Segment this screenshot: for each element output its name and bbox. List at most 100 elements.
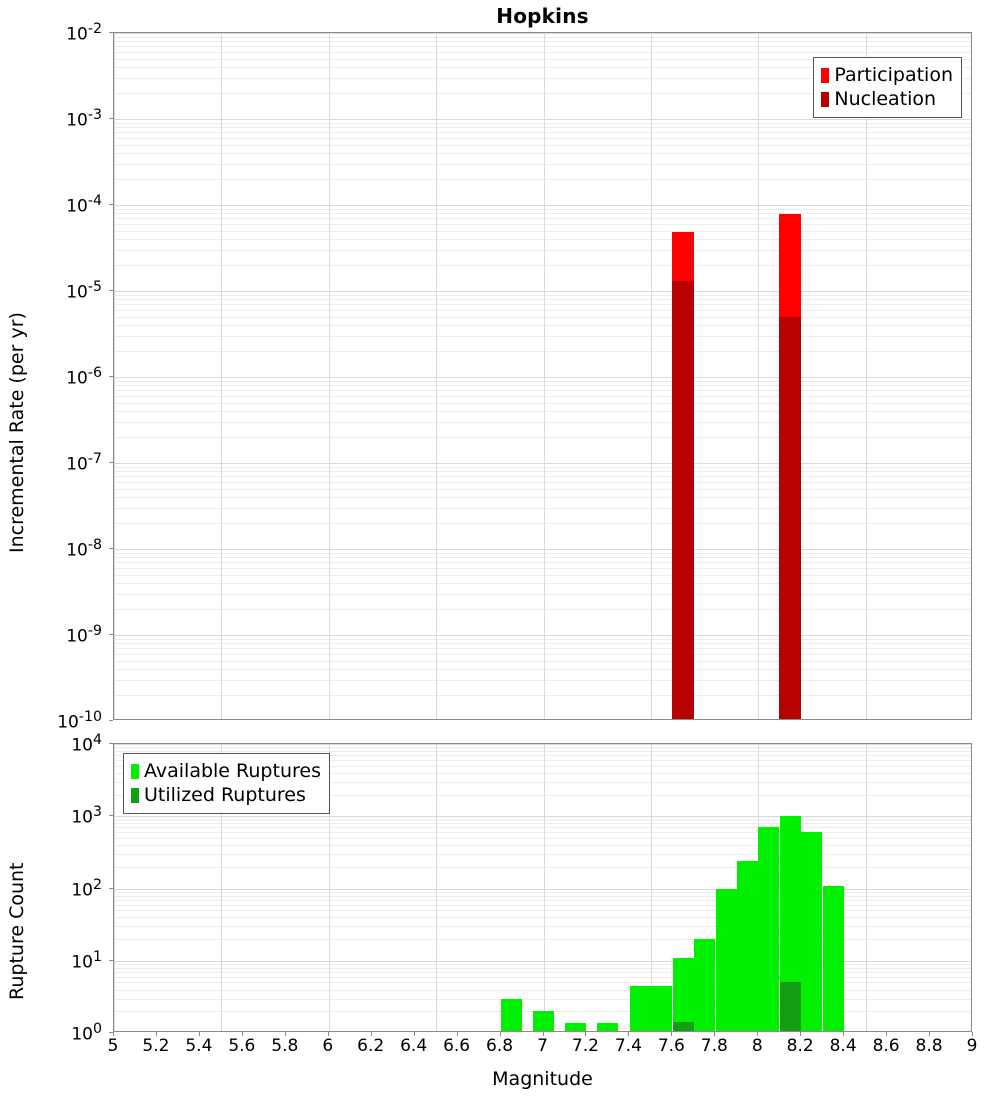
utilized-ruptures-bar — [780, 982, 801, 1031]
legend-swatch-icon — [821, 67, 830, 83]
y-tick-label: 10-6 — [66, 365, 102, 389]
x-tick-mark — [628, 1032, 629, 1036]
top-panel-y-axis-label: Incremental Rate (per yr) — [6, 312, 28, 553]
x-tick-label: 7.6 — [657, 1036, 685, 1056]
available-ruptures-bar — [758, 827, 779, 1031]
nucleation-bar — [672, 281, 694, 719]
legend-entry: Nucleation — [821, 87, 953, 111]
y-tick-mark — [109, 462, 113, 463]
x-tick-mark — [113, 1032, 114, 1036]
y-tick-label: 10-2 — [66, 21, 102, 45]
y-tick-mark — [109, 634, 113, 635]
x-tick-label: 6 — [322, 1036, 334, 1056]
x-tick-mark — [285, 1032, 286, 1036]
y-tick-mark — [109, 204, 113, 205]
x-tick-label: 8.4 — [829, 1036, 857, 1056]
available-ruptures-bar — [630, 986, 651, 1031]
y-tick-mark — [109, 720, 113, 721]
available-ruptures-bar — [533, 1011, 554, 1031]
y-tick-mark — [109, 960, 113, 961]
x-tick-mark — [886, 1032, 887, 1036]
available-ruptures-bar — [673, 958, 694, 1031]
x-tick-mark — [371, 1032, 372, 1036]
legend-label: Available Ruptures — [144, 759, 321, 782]
available-ruptures-bar — [823, 886, 844, 1031]
x-tick-mark — [800, 1032, 801, 1036]
x-tick-mark — [199, 1032, 200, 1036]
x-tick-mark — [457, 1032, 458, 1036]
y-tick-mark — [109, 1032, 113, 1033]
x-tick-label: 6.8 — [486, 1036, 514, 1056]
x-tick-label: 5.2 — [142, 1036, 170, 1056]
y-tick-label: 100 — [71, 1021, 102, 1045]
y-tick-mark — [109, 118, 113, 119]
x-axis-label: Magnitude — [492, 1068, 593, 1090]
legend-entry: Available Ruptures — [131, 759, 321, 783]
x-tick-label: 9 — [966, 1036, 978, 1056]
available-ruptures-bar — [565, 1023, 586, 1031]
page-title: Hopkins — [496, 4, 589, 28]
legend-swatch-icon — [821, 91, 830, 107]
x-tick-label: 8.2 — [786, 1036, 814, 1056]
y-tick-label: 10-10 — [57, 709, 102, 733]
x-tick-label: 7.8 — [700, 1036, 728, 1056]
legend-entry: Utilized Ruptures — [131, 783, 321, 807]
y-tick-label: 10-9 — [66, 623, 102, 647]
y-tick-label: 101 — [71, 948, 102, 973]
available-ruptures-bar — [801, 832, 822, 1031]
available-ruptures-bar — [651, 986, 672, 1031]
x-tick-mark — [585, 1032, 586, 1036]
x-tick-label: 7 — [537, 1036, 548, 1056]
incremental-rate-plot-area: Participation Nucleation — [113, 32, 972, 720]
available-ruptures-bar — [737, 861, 758, 1031]
x-tick-label: 5.8 — [271, 1036, 299, 1056]
y-tick-mark — [109, 32, 113, 33]
available-ruptures-bar — [716, 889, 737, 1031]
x-tick-mark — [757, 1032, 758, 1036]
y-tick-label: 10-5 — [66, 279, 102, 303]
x-tick-mark — [843, 1032, 844, 1036]
x-tick-label: 8.8 — [915, 1036, 943, 1056]
x-tick-label: 5.6 — [228, 1036, 256, 1056]
y-tick-label: 10-3 — [66, 107, 102, 131]
available-ruptures-bar — [501, 999, 522, 1031]
x-tick-mark — [929, 1032, 930, 1036]
y-tick-mark — [109, 743, 113, 744]
x-tick-mark — [156, 1032, 157, 1036]
x-tick-label: 5.4 — [185, 1036, 213, 1056]
legend-label: Utilized Ruptures — [144, 783, 306, 806]
x-tick-mark — [543, 1032, 544, 1036]
x-tick-mark — [328, 1032, 329, 1036]
x-tick-mark — [500, 1032, 501, 1036]
available-ruptures-bar — [597, 1023, 618, 1031]
y-tick-label: 10-4 — [66, 193, 102, 217]
x-tick-mark — [714, 1032, 715, 1036]
utilized-ruptures-bar — [673, 1022, 694, 1031]
bottom-panel-legend: Available Ruptures Utilized Ruptures — [123, 753, 330, 814]
x-tick-mark — [242, 1032, 243, 1036]
x-tick-mark — [414, 1032, 415, 1036]
y-tick-label: 104 — [71, 732, 102, 756]
x-tick-label: 6.6 — [443, 1036, 471, 1056]
y-tick-label: 10-8 — [66, 537, 102, 561]
available-ruptures-bar — [780, 816, 801, 1031]
nucleation-bar — [779, 317, 801, 719]
available-ruptures-bar — [694, 939, 715, 1031]
y-tick-label: 102 — [71, 876, 102, 901]
legend-entry: Participation — [821, 63, 953, 87]
x-tick-label: 8 — [751, 1036, 763, 1056]
legend-swatch-icon — [131, 763, 139, 779]
y-tick-mark — [109, 376, 113, 377]
bottom-panel-y-axis-label: Rupture Count — [6, 862, 28, 1001]
rupture-count-plot-area: Available Ruptures Utilized Ruptures — [113, 743, 972, 1032]
x-tick-mark — [972, 1032, 973, 1036]
x-tick-label: 5 — [107, 1036, 119, 1056]
x-tick-label: 7.2 — [571, 1036, 599, 1056]
legend-label: Nucleation — [834, 87, 937, 110]
y-tick-mark — [109, 888, 113, 889]
x-tick-mark — [671, 1032, 672, 1036]
y-tick-mark — [109, 290, 113, 291]
x-tick-label: 8.6 — [872, 1036, 900, 1056]
x-tick-label: 6.2 — [357, 1036, 385, 1056]
